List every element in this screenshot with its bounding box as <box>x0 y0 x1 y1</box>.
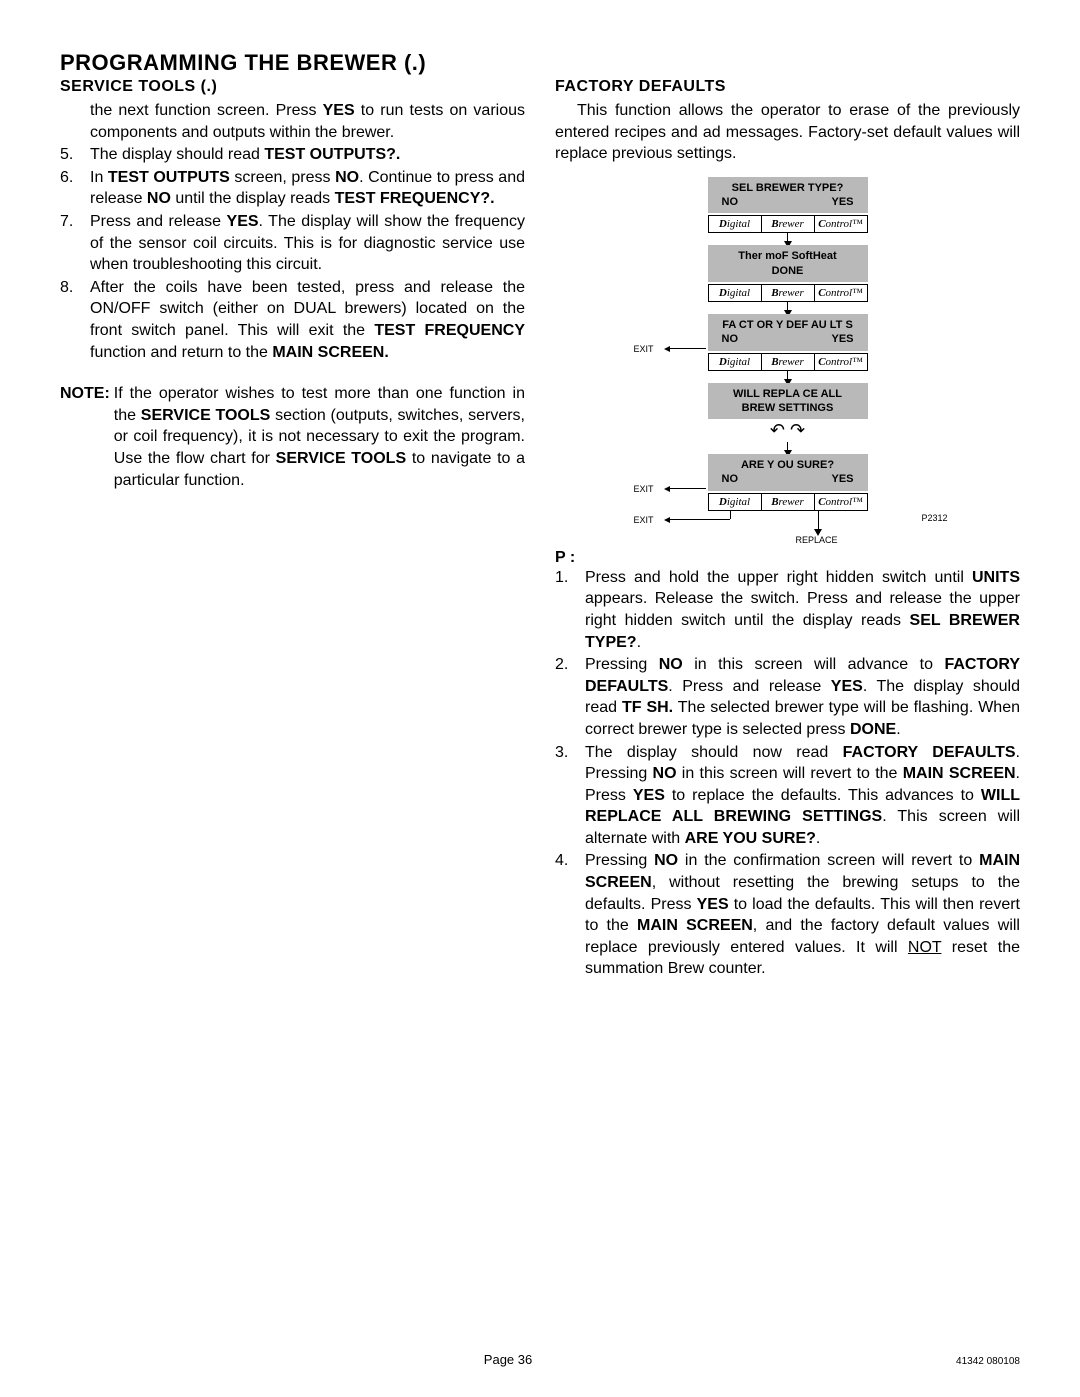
factory-defaults-list: 1. Press and hold the upper right hidden… <box>555 567 1020 980</box>
diagram-code: P2312 <box>921 513 947 523</box>
doc-code: 41342 080108 <box>956 1356 1020 1367</box>
flow-box: FA CT OR Y DEF AU LT SNOYES <box>708 314 868 351</box>
flow-connector <box>638 233 938 245</box>
list-item: 4. Pressing NO in the confirmation scree… <box>555 850 1020 980</box>
service-tools-list: the next function screen. Press YES to r… <box>60 100 525 363</box>
exit-label: EXIT <box>634 515 654 525</box>
list-item: 8. After the coils have been tested, pre… <box>60 277 525 363</box>
flow-box: ARE Y OU SURE?NOYES <box>708 454 868 491</box>
flow-bottom-labels: EXIT REPLACE P2312 <box>638 511 938 541</box>
note-block: NOTE: If the operator wishes to test mor… <box>60 383 525 491</box>
right-column: FACTORY DEFAULTS This function allows th… <box>555 78 1020 981</box>
two-column-layout: SERVICE TOOLS (.) the next function scre… <box>60 78 1020 981</box>
factory-defaults-flowchart: SEL BREWER TYPE?NOYES Digital Brewer Con… <box>638 177 938 541</box>
factory-defaults-intro: This function allows the operator to era… <box>555 100 1020 165</box>
list-item: 1. Press and hold the upper right hidden… <box>555 567 1020 653</box>
exit-label: EXIT <box>634 484 654 494</box>
exit-arrow-icon <box>664 517 670 523</box>
list-item: 7. Press and release YES. The display wi… <box>60 211 525 276</box>
flow-connector <box>638 442 938 454</box>
page-footer: Page 36 41342 080108 <box>60 1352 1020 1367</box>
list-item: 3. The display should now read FACTORY D… <box>555 742 1020 850</box>
exit-arrow-icon <box>664 486 670 492</box>
list-item: 5. The display should read TEST OUTPUTS?… <box>60 144 525 166</box>
flow-box: SEL BREWER TYPE?NOYES <box>708 177 868 214</box>
loop-icon: ↶ ↷ <box>768 420 808 441</box>
service-tools-heading: SERVICE TOOLS (.) <box>60 78 525 96</box>
note-body: If the operator wishes to test more than… <box>114 383 525 491</box>
list-item: 2. Pressing NO in this screen will advan… <box>555 654 1020 740</box>
dbc-panel: Digital Brewer Control™ <box>708 353 868 371</box>
flow-box: WILL REPLA CE ALLBREW SETTINGS <box>708 383 868 420</box>
dbc-panel: Digital Brewer Control™ <box>708 284 868 302</box>
left-column: SERVICE TOOLS (.) the next function scre… <box>60 78 525 981</box>
exit-arrow-icon <box>664 346 670 352</box>
page-number: Page 36 <box>484 1352 532 1367</box>
dbc-panel: Digital Brewer Control™ <box>708 215 868 233</box>
flow-connector <box>638 371 938 383</box>
dbc-panel: Digital Brewer Control™ <box>708 493 868 511</box>
list-item: the next function screen. Press YES to r… <box>60 100 525 143</box>
procedure-heading: P : <box>555 549 1020 567</box>
intro-text: the next function screen. Press YES to r… <box>90 100 525 143</box>
replace-label: REPLACE <box>796 535 838 545</box>
note-label: NOTE: <box>60 383 110 491</box>
page-title: PROGRAMMING THE BREWER (.) <box>60 50 1020 76</box>
flow-connector <box>638 302 938 314</box>
flow-box: Ther moF SoftHeatDONE <box>708 245 868 282</box>
factory-defaults-heading: FACTORY DEFAULTS <box>555 78 1020 96</box>
list-item: 6. In TEST OUTPUTS screen, press NO. Con… <box>60 167 525 210</box>
exit-label: EXIT <box>634 344 654 354</box>
